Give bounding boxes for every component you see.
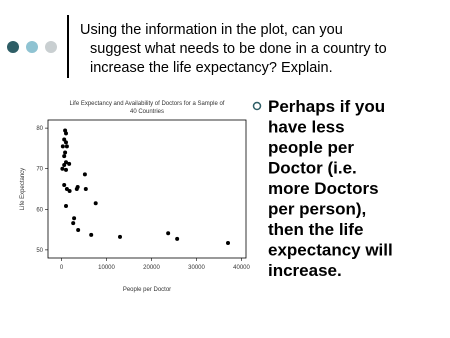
question-line: Using the information in the plot, can y…	[80, 22, 343, 38]
answer-line: have less	[268, 118, 345, 137]
answer-line: Perhaps if you	[268, 97, 385, 116]
y-tick-label: 80	[36, 126, 43, 132]
y-tick-label: 60	[36, 207, 43, 213]
x-tick-label: 0	[60, 265, 64, 271]
y-tick-label: 70	[36, 167, 43, 173]
point	[226, 240, 230, 245]
point	[62, 163, 67, 168]
point	[72, 216, 77, 221]
point	[62, 137, 67, 142]
answer-line: expectancy will	[268, 241, 393, 260]
point	[64, 144, 69, 149]
point	[64, 160, 68, 165]
decor-dot	[7, 41, 19, 53]
plot-frame	[47, 119, 247, 259]
answer-line: then the life	[268, 220, 363, 239]
answer-line: increase.	[268, 261, 342, 280]
point	[166, 231, 171, 236]
point	[175, 236, 180, 241]
answer-line: more Doctors	[268, 179, 379, 198]
x-tick-label: 10000	[98, 265, 115, 271]
chart-title: 40 Countries	[130, 109, 164, 115]
x-tick-label: 20000	[143, 265, 160, 271]
y-tick-label: 50	[36, 248, 43, 254]
point	[89, 232, 94, 237]
x-tick-label: 40000	[233, 265, 250, 271]
decor-dot	[26, 41, 38, 53]
point	[67, 161, 72, 166]
answer-line: people per	[268, 138, 354, 157]
answer-line: per person),	[268, 200, 366, 219]
point	[63, 150, 68, 155]
point	[60, 166, 65, 171]
decor-dot	[45, 41, 57, 53]
point	[93, 201, 98, 206]
point	[64, 204, 68, 209]
bullet	[252, 101, 262, 111]
point	[62, 154, 67, 159]
point	[60, 144, 65, 149]
point	[118, 234, 122, 239]
point	[67, 189, 72, 194]
point	[76, 227, 81, 232]
point	[64, 167, 68, 172]
point	[64, 140, 68, 145]
point	[75, 184, 80, 189]
question-line: suggest what needs to be done in a count…	[90, 41, 387, 57]
point	[64, 131, 68, 136]
x-axis-label: People per Doctor	[123, 287, 171, 293]
x-tick-label: 30000	[188, 265, 205, 271]
chart-title: Life Expectancy and Availability of Doct…	[70, 101, 225, 107]
point	[71, 221, 76, 226]
question-line: increase the life expectancy? Explain.	[90, 60, 333, 76]
point	[82, 172, 87, 177]
y-axis-label: Life Expectancy	[20, 168, 26, 210]
point	[83, 187, 88, 191]
answer-line: Doctor (i.e.	[268, 159, 357, 178]
point	[62, 182, 67, 187]
